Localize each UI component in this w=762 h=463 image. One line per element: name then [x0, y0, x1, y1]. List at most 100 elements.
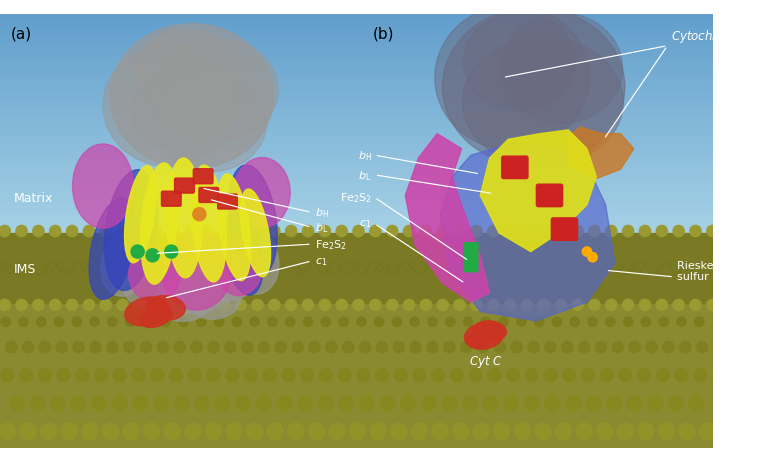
Text: $b_\mathrm{L}$: $b_\mathrm{L}$: [315, 221, 328, 235]
Circle shape: [528, 342, 539, 353]
Circle shape: [184, 300, 196, 311]
Circle shape: [471, 300, 482, 311]
Circle shape: [707, 300, 718, 311]
Circle shape: [319, 396, 333, 411]
Text: $c_1$: $c_1$: [359, 218, 372, 230]
Circle shape: [250, 318, 259, 327]
Circle shape: [82, 423, 98, 440]
Circle shape: [117, 226, 128, 237]
Circle shape: [319, 226, 331, 237]
Circle shape: [83, 300, 94, 311]
Circle shape: [269, 300, 280, 311]
Ellipse shape: [191, 166, 226, 282]
Circle shape: [102, 423, 119, 440]
Text: $c_1$: $c_1$: [315, 256, 327, 267]
Circle shape: [677, 318, 686, 327]
Circle shape: [226, 369, 239, 382]
Circle shape: [673, 226, 684, 237]
Circle shape: [225, 342, 236, 353]
Ellipse shape: [89, 199, 136, 300]
Circle shape: [114, 369, 126, 382]
Circle shape: [612, 342, 623, 353]
Circle shape: [328, 423, 345, 440]
Circle shape: [454, 226, 466, 237]
Circle shape: [392, 318, 402, 327]
Circle shape: [343, 342, 354, 353]
Circle shape: [303, 300, 314, 311]
Circle shape: [659, 318, 668, 327]
Circle shape: [572, 226, 583, 237]
FancyBboxPatch shape: [218, 194, 237, 210]
Circle shape: [403, 226, 415, 237]
Circle shape: [275, 342, 287, 353]
Circle shape: [606, 318, 615, 327]
Circle shape: [100, 300, 111, 311]
Circle shape: [370, 423, 386, 440]
Circle shape: [386, 226, 398, 237]
Ellipse shape: [465, 323, 504, 350]
Circle shape: [680, 342, 691, 353]
Ellipse shape: [167, 159, 202, 278]
Circle shape: [638, 369, 651, 382]
Circle shape: [50, 226, 61, 237]
Circle shape: [410, 318, 419, 327]
Circle shape: [151, 369, 164, 382]
Circle shape: [488, 300, 499, 311]
Circle shape: [226, 423, 242, 440]
Circle shape: [517, 318, 526, 327]
Circle shape: [695, 318, 704, 327]
Circle shape: [544, 369, 557, 382]
Polygon shape: [565, 128, 634, 179]
Circle shape: [33, 300, 44, 311]
Circle shape: [300, 369, 314, 382]
Ellipse shape: [216, 240, 262, 296]
Circle shape: [552, 318, 562, 327]
Circle shape: [100, 226, 111, 237]
Ellipse shape: [146, 296, 185, 320]
Ellipse shape: [72, 144, 133, 229]
Circle shape: [617, 423, 634, 440]
FancyBboxPatch shape: [501, 157, 528, 179]
Circle shape: [38, 369, 52, 382]
Circle shape: [463, 318, 472, 327]
Circle shape: [437, 226, 448, 237]
Circle shape: [151, 300, 162, 311]
Circle shape: [562, 342, 573, 353]
Circle shape: [623, 300, 634, 311]
Circle shape: [394, 369, 407, 382]
Circle shape: [679, 423, 696, 440]
Circle shape: [707, 226, 718, 237]
Circle shape: [525, 369, 538, 382]
Circle shape: [656, 226, 668, 237]
Circle shape: [507, 369, 520, 382]
Circle shape: [524, 396, 539, 411]
Circle shape: [472, 423, 489, 440]
Circle shape: [623, 318, 632, 327]
Circle shape: [469, 369, 482, 382]
Circle shape: [488, 226, 499, 237]
Text: Rieske iron-
sulfur proteins: Rieske iron- sulfur proteins: [677, 260, 757, 282]
Ellipse shape: [241, 190, 271, 277]
Circle shape: [83, 226, 94, 237]
Circle shape: [57, 369, 70, 382]
Circle shape: [132, 369, 145, 382]
Ellipse shape: [466, 331, 494, 347]
Ellipse shape: [101, 234, 148, 297]
Circle shape: [0, 300, 11, 311]
Circle shape: [257, 396, 271, 411]
Circle shape: [588, 253, 597, 263]
Circle shape: [504, 300, 516, 311]
Circle shape: [689, 396, 704, 411]
Circle shape: [143, 423, 160, 440]
Circle shape: [421, 300, 431, 311]
Circle shape: [193, 208, 206, 221]
Circle shape: [133, 396, 148, 411]
Circle shape: [73, 342, 85, 353]
Circle shape: [656, 369, 669, 382]
Ellipse shape: [103, 46, 234, 167]
Circle shape: [1, 369, 14, 382]
Circle shape: [308, 423, 325, 440]
Circle shape: [393, 342, 405, 353]
Ellipse shape: [129, 246, 180, 302]
Circle shape: [565, 396, 581, 411]
